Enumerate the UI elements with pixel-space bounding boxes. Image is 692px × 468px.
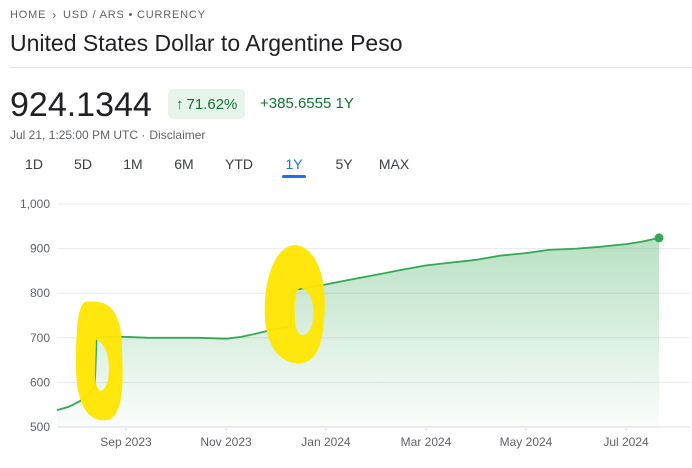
- divider: [10, 67, 692, 68]
- x-tick-label: Mar 2024: [401, 435, 452, 449]
- y-tick-label: 900: [30, 242, 50, 256]
- arrow-up-icon: ↑: [176, 95, 184, 113]
- series-area: [57, 237, 659, 427]
- quote-timestamp: Jul 21, 1:25:00 PM UTC ·: [10, 128, 146, 142]
- breadcrumb: HOME › USD / ARS • CURRENCY: [10, 8, 206, 22]
- breadcrumb-home[interactable]: HOME: [10, 9, 47, 21]
- x-tick-label: Jul 2024: [603, 435, 649, 449]
- y-tick-label: 500: [30, 420, 50, 434]
- tab-5y[interactable]: 5Y: [335, 156, 353, 172]
- highlight-annotation-2: [264, 245, 325, 364]
- percent-change-badge: ↑ 71.62%: [168, 89, 246, 119]
- y-tick-label: 700: [30, 331, 50, 345]
- tab-1y[interactable]: 1Y: [268, 154, 320, 178]
- highlight-annotation-1: [75, 301, 123, 421]
- y-tick-label: 1,000: [20, 197, 50, 211]
- tab-5d[interactable]: 5D: [74, 156, 92, 172]
- price-chart[interactable]: 500 600 700 800 900 1,000 Sep 2023 Nov 2023 Jan …: [0, 190, 692, 468]
- y-tick-label: 800: [30, 286, 50, 300]
- range-tabs: 1D 5D 1M 6M YTD 1Y 5Y MAX: [10, 154, 420, 178]
- tab-1d[interactable]: 1D: [25, 156, 43, 172]
- tab-1m[interactable]: 1M: [123, 156, 143, 172]
- x-tick-label: Jan 2024: [301, 435, 351, 449]
- current-price: 924.1344: [10, 86, 152, 124]
- breadcrumb-current: USD / ARS • CURRENCY: [63, 9, 206, 21]
- page-title: United States Dollar to Argentine Peso: [10, 30, 403, 56]
- quote-meta: Jul 21, 1:25:00 PM UTC · Disclaimer: [10, 128, 205, 142]
- x-tick-label: May 2024: [500, 435, 553, 449]
- disclaimer-link[interactable]: Disclaimer: [149, 128, 206, 142]
- x-tick-label: Nov 2023: [200, 435, 252, 449]
- x-tick-label: Sep 2023: [100, 435, 152, 449]
- percent-change-value: 71.62%: [186, 95, 238, 113]
- last-point-marker: [654, 233, 664, 243]
- tab-ytd[interactable]: YTD: [225, 156, 253, 172]
- tab-max[interactable]: MAX: [378, 156, 410, 172]
- tab-6m[interactable]: 6M: [174, 156, 194, 172]
- chevron-right-icon: ›: [52, 8, 57, 22]
- absolute-change: +385.6555 1Y: [260, 95, 354, 112]
- y-tick-label: 600: [30, 375, 50, 389]
